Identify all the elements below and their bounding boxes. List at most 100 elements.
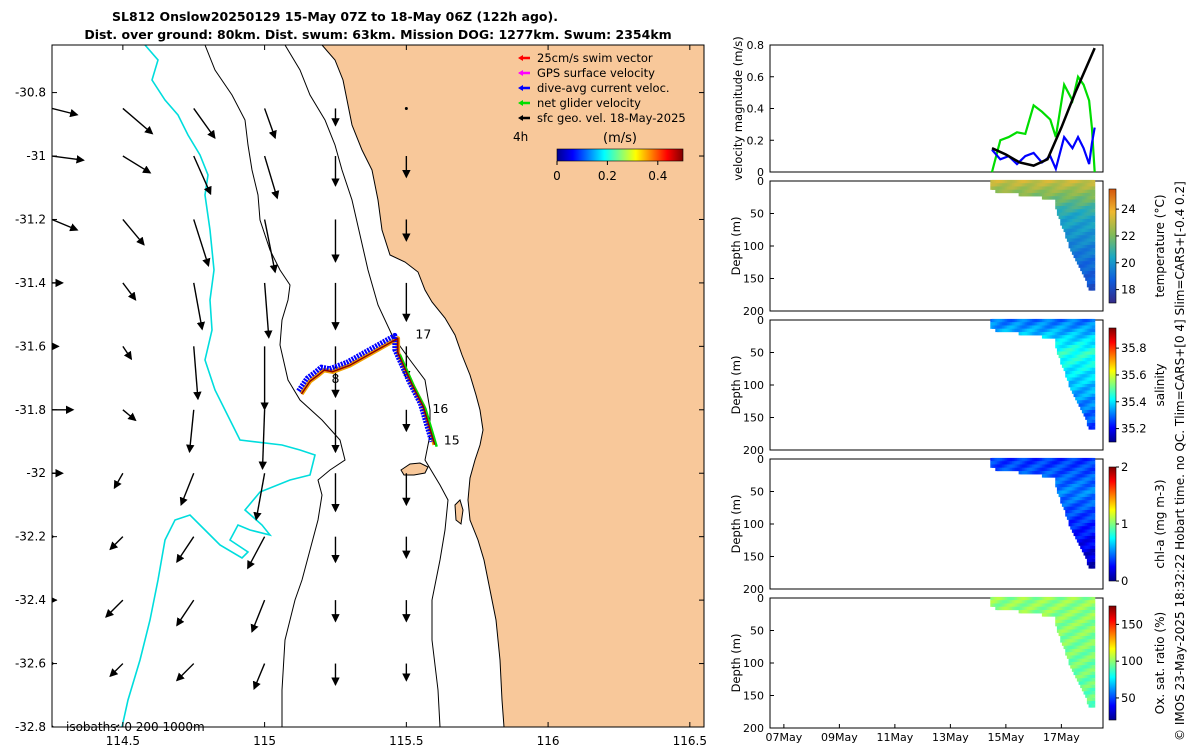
profile-point (1091, 470, 1096, 475)
colorbar-tick-label: 35.8 (1121, 341, 1147, 355)
profile-point (1091, 202, 1096, 207)
date-tick-label: 17May (1043, 731, 1080, 744)
profile-point (1091, 555, 1096, 559)
profile-point (1091, 267, 1096, 272)
depth-tick-label: 0 (757, 314, 764, 327)
depth-tick-label: 50 (750, 625, 764, 638)
colorbar-tick-label: 0 (553, 169, 561, 183)
profile-point (1091, 426, 1096, 430)
profile-point (1091, 406, 1096, 411)
profile-point (1091, 516, 1096, 520)
colorbar-tick-label: 20 (1121, 256, 1136, 270)
profile-point (1091, 629, 1096, 633)
profile-point (1091, 668, 1096, 672)
profile-point (1091, 461, 1096, 465)
profile-data-points (990, 596, 1096, 708)
island-garden (454, 499, 464, 525)
track-day-labels: 17 8 16 15 (332, 326, 460, 447)
profile-point (1091, 561, 1096, 566)
profile-point (1091, 542, 1096, 546)
title-line-2: Dist. over ground: 80km. Dist. swum: 63k… (84, 27, 671, 42)
current-vector (52, 218, 79, 232)
colorbar-tick-label: 35.6 (1121, 368, 1147, 382)
profile-point (1091, 400, 1096, 404)
profile-panel: 0 50 100 150 200 Depth (m) 50 100 150 Ox. sat. ra… (729, 592, 1167, 735)
profile-point (1091, 596, 1096, 601)
copyright-caption: © IMOS 23-May-2025 18:32:22 Hobart time.… (1173, 181, 1187, 741)
velocity-series-line (990, 74, 1096, 173)
depth-tick-label: 100 (743, 240, 764, 253)
map-ytick-label: -31.6 (15, 339, 46, 353)
profile-point (1091, 416, 1096, 420)
colorbar-unit-label: (m/s) (603, 131, 637, 146)
profile-point (1091, 700, 1096, 705)
depth-tick-label: 150 (743, 690, 764, 703)
velocity-series-line (991, 127, 1096, 173)
speed-colorbar (556, 148, 684, 162)
profile-point (1091, 196, 1096, 200)
legend-arrow-icon (518, 70, 523, 76)
current-vector (193, 282, 206, 331)
dive-avg-vectors (296, 332, 435, 443)
profile-point (1091, 228, 1096, 233)
profile-point (1091, 535, 1096, 540)
track-day-label: 17 (415, 326, 431, 341)
profile-point (1091, 552, 1096, 556)
depth-tick-label: 0 (757, 175, 764, 188)
current-vector (109, 536, 124, 551)
colorbar-tick-label: 0.4 (648, 169, 667, 183)
colorbar-tick-label: 2 (1121, 460, 1128, 474)
profile-point (1091, 231, 1096, 236)
profile-point (1091, 490, 1096, 494)
profile-point (1091, 655, 1096, 659)
profile-point (1091, 422, 1096, 427)
profile-point (1091, 274, 1096, 278)
profile-point (1091, 626, 1096, 630)
colorbar-tick-label: 35.4 (1121, 395, 1147, 409)
depth-tick-label: 100 (743, 657, 764, 670)
map-ytick-label: -32.6 (15, 657, 46, 671)
profile-point (1091, 506, 1096, 511)
profile-point (1091, 244, 1096, 249)
velocity-ytick-label: 0.4 (747, 103, 765, 116)
profile-panel-frame (769, 180, 1104, 312)
profile-colorbar (1108, 466, 1117, 582)
depth-ylabel: Depth (m) (729, 217, 743, 276)
profile-panel: 0 50 100 150 200 Depth (m) 35.2 35.4 35.6 35.8 sal… (729, 314, 1167, 457)
profile-point (1091, 545, 1096, 550)
depth-tick-label: 50 (750, 486, 764, 499)
profile-data-points (990, 457, 1096, 569)
profile-point (1091, 377, 1096, 381)
velocity-series-line (991, 47, 1096, 167)
current-vector (122, 345, 133, 361)
isobaths-label: isobaths: 0 200 1000m (66, 720, 205, 734)
colorbar-tick-label: 0.2 (598, 169, 617, 183)
profile-point (1091, 526, 1096, 530)
depth-ylabel: Depth (m) (729, 356, 743, 415)
profile-point (1091, 674, 1096, 679)
profile-point (1091, 483, 1096, 488)
profile-point (1091, 341, 1096, 346)
profile-point (1091, 678, 1096, 682)
profile-point (1091, 383, 1096, 388)
profile-point (1091, 357, 1096, 362)
profile-point (1091, 199, 1096, 203)
glider-track (296, 332, 438, 448)
current-vector (109, 663, 124, 678)
profile-point (1091, 192, 1096, 197)
colorbar-tick-label: 18 (1121, 283, 1136, 297)
profile-point (1091, 509, 1096, 514)
profile-point (1091, 390, 1096, 394)
profile-point (1091, 464, 1096, 468)
profile-point (1091, 370, 1096, 375)
profile-point (1091, 671, 1096, 676)
current-vector (193, 155, 212, 196)
profile-point (1091, 261, 1096, 265)
land-mass (321, 45, 704, 727)
profile-point (1091, 565, 1096, 569)
profile-point (1091, 603, 1096, 607)
map-ytick-label: -32.8 (15, 720, 46, 734)
depth-tick-label: 150 (743, 551, 764, 564)
